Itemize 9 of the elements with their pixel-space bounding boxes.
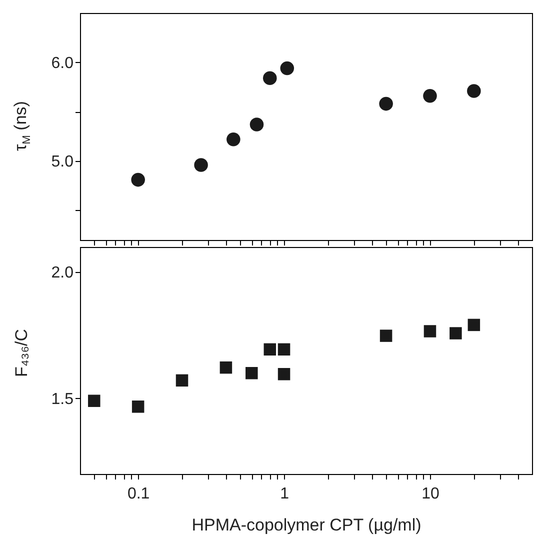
y-tick-label: 2.0 [51,264,74,282]
x-axis-title: HPMA-copolymer CPT (µg/ml) [192,516,422,534]
y-tick-label: 1.5 [51,390,74,408]
x-tick-label: 10 [422,486,440,502]
x-tick-label: 1 [280,486,290,502]
y-tick-label: 5.0 [51,154,74,171]
y-axis-title: F₄₃₆/C [12,328,32,377]
x-tick-label: 0.1 [127,486,150,502]
y-tick-label: 6.0 [51,54,74,72]
